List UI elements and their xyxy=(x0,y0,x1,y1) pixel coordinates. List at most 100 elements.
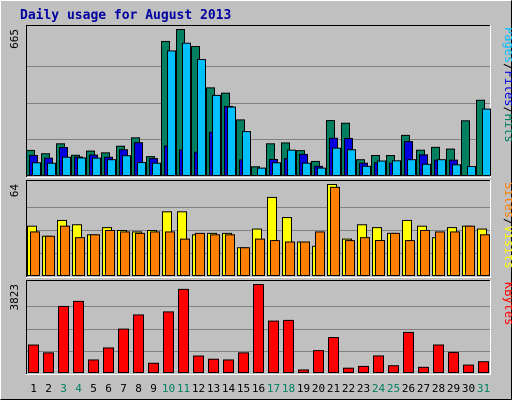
bar-visits-sites-day-31 xyxy=(480,234,490,276)
bar-traffic-pages-day-19 xyxy=(302,162,311,177)
bar-visits-sites-day-25 xyxy=(390,232,400,276)
x-tick-label: 27 xyxy=(417,382,430,395)
bar-traffic-pages-day-9 xyxy=(152,162,161,177)
bar-kbytes-kbytes-day-6 xyxy=(103,347,114,373)
x-tick-label: 31 xyxy=(477,382,490,395)
legend-entry: / xyxy=(502,106,512,113)
x-tick-label: 16 xyxy=(252,382,265,395)
bar-kbytes-kbytes-day-20 xyxy=(313,350,324,374)
bar-kbytes-kbytes-day-10 xyxy=(163,311,174,373)
bar-traffic-pages-day-24 xyxy=(377,160,386,177)
bar-kbytes-kbytes-day-5 xyxy=(88,359,99,374)
bar-traffic-pages-day-16 xyxy=(257,167,266,177)
bar-traffic-pages-day-4 xyxy=(77,157,86,176)
bar-kbytes-kbytes-day-29 xyxy=(448,351,459,373)
bar-traffic-pages-day-15 xyxy=(242,131,251,176)
x-tick-label: 20 xyxy=(312,382,325,395)
bar-visits-sites-day-26 xyxy=(405,240,415,276)
bar-visits-sites-day-15 xyxy=(240,247,250,276)
bar-visits-sites-day-4 xyxy=(75,237,85,276)
bar-visits-sites-day-18 xyxy=(285,241,295,276)
bar-kbytes-kbytes-day-11 xyxy=(178,288,189,373)
bar-kbytes-kbytes-day-31 xyxy=(478,361,489,373)
panel-traffic-legend: Pages/Files/Hits xyxy=(502,27,512,143)
bar-visits-sites-day-6 xyxy=(105,230,115,276)
bar-traffic-pages-day-23 xyxy=(362,165,371,176)
bar-kbytes-kbytes-day-3 xyxy=(58,305,69,373)
x-tick-label: 23 xyxy=(357,382,370,395)
bar-kbytes-kbytes-day-24 xyxy=(373,355,384,374)
bar-visits-sites-day-30 xyxy=(465,225,475,276)
bar-traffic-pages-day-5 xyxy=(92,157,101,177)
bar-visits-sites-day-9 xyxy=(150,231,160,276)
panel-kbytes-ymax-label: 3823 xyxy=(8,284,21,311)
bar-kbytes-kbytes-day-16 xyxy=(253,284,264,373)
bar-traffic-pages-day-27 xyxy=(422,163,431,176)
bar-kbytes-kbytes-day-7 xyxy=(118,328,129,374)
bar-traffic-pages-day-6 xyxy=(107,159,116,176)
bar-visits-sites-day-14 xyxy=(225,234,235,276)
bar-visits-sites-day-19 xyxy=(300,241,310,276)
bar-visits-sites-day-13 xyxy=(210,234,220,276)
bar-traffic-pages-day-21 xyxy=(332,147,341,176)
bar-kbytes-kbytes-day-12 xyxy=(193,355,204,373)
x-tick-label: 25 xyxy=(387,382,400,395)
x-tick-label: 15 xyxy=(237,382,250,395)
bar-kbytes-kbytes-day-27 xyxy=(418,366,429,373)
legend-entry: Visits xyxy=(502,225,512,268)
bar-traffic-hits-day-30 xyxy=(461,120,470,176)
bar-visits-sites-day-11 xyxy=(180,238,190,276)
bar-kbytes-kbytes-day-2 xyxy=(43,352,54,374)
x-tick-label: 29 xyxy=(447,382,460,395)
legend-entry: Sites xyxy=(502,182,512,218)
bar-visits-sites-day-1 xyxy=(30,231,40,276)
bar-kbytes-kbytes-day-18 xyxy=(283,319,294,373)
legend-entry: Hits xyxy=(502,114,512,143)
x-tick-label: 18 xyxy=(282,382,295,395)
bar-kbytes-kbytes-day-19 xyxy=(298,369,309,374)
bar-traffic-pages-day-12 xyxy=(197,59,206,176)
x-tick-label: 21 xyxy=(327,382,340,395)
x-tick-label: 6 xyxy=(105,382,112,395)
bar-visits-sites-day-5 xyxy=(90,234,100,276)
x-tick-label: 13 xyxy=(207,382,220,395)
x-tick-label: 5 xyxy=(90,382,97,395)
x-tick-label: 11 xyxy=(177,382,190,395)
bar-kbytes-kbytes-day-17 xyxy=(268,320,279,374)
bar-kbytes-kbytes-day-23 xyxy=(358,365,369,374)
bar-traffic-pages-day-20 xyxy=(317,167,326,177)
bar-traffic-pages-day-17 xyxy=(272,162,281,177)
bar-kbytes-kbytes-day-14 xyxy=(223,359,234,374)
x-tick-label: 9 xyxy=(150,382,157,395)
legend-entry: KBytes xyxy=(502,282,512,325)
bar-traffic-pages-day-22 xyxy=(347,149,356,176)
legend-entry: Pages xyxy=(502,27,512,63)
panel-kbytes-legend: KBytes xyxy=(502,282,512,325)
x-tick-label: 4 xyxy=(75,382,82,395)
bar-visits-sites-day-24 xyxy=(375,240,385,276)
panel-visits-legend: Sites/Visits xyxy=(502,182,512,269)
legend-entry: / xyxy=(502,63,512,70)
x-tick-label: 26 xyxy=(402,382,415,395)
x-tick-label: 30 xyxy=(462,382,475,395)
bar-traffic-pages-day-3 xyxy=(62,156,71,176)
bar-kbytes-kbytes-day-9 xyxy=(148,362,159,374)
x-tick-label: 28 xyxy=(432,382,445,395)
legend-entry: Files xyxy=(502,70,512,106)
bar-traffic-pages-day-8 xyxy=(137,162,146,176)
bar-kbytes-kbytes-day-4 xyxy=(73,300,84,374)
bar-kbytes-kbytes-day-15 xyxy=(238,352,249,374)
bar-visits-sites-day-27 xyxy=(420,230,430,276)
bar-traffic-pages-day-30 xyxy=(467,166,476,176)
bar-visits-sites-day-12 xyxy=(195,232,205,276)
bar-visits-sites-day-21 xyxy=(330,186,340,276)
x-tick-label: 22 xyxy=(342,382,355,395)
bar-traffic-pages-day-25 xyxy=(392,160,401,177)
x-tick-label: 8 xyxy=(135,382,142,395)
bar-visits-sites-day-23 xyxy=(360,237,370,276)
bar-kbytes-kbytes-day-1 xyxy=(28,344,39,373)
bar-kbytes-kbytes-day-26 xyxy=(403,331,414,374)
x-tick-label: 19 xyxy=(297,382,310,395)
